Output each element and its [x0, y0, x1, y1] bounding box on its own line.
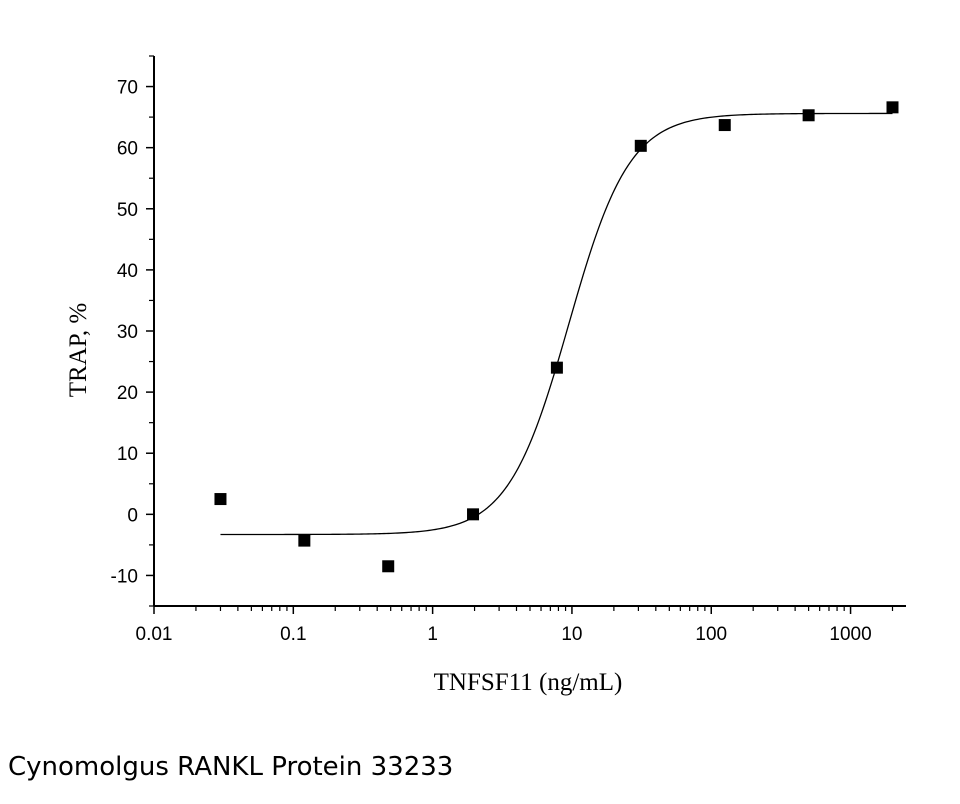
y-tick-label: 10: [117, 444, 138, 465]
y-tick-label: 70: [117, 78, 138, 99]
fit-curve: [220, 112, 893, 536]
data-point: [214, 493, 227, 506]
x-tick-label: 1000: [829, 624, 871, 645]
y-tick-label: 0: [127, 505, 138, 526]
data-point: [886, 101, 899, 114]
data-point: [467, 508, 480, 521]
data-point: [298, 534, 311, 547]
y-tick-label: 40: [117, 261, 138, 282]
dose-response-chart: -10 0 10 20 30 40 50 60 70 0.01 0.1 1 10 100 1000 TNFS…: [65, 55, 906, 696]
x-tick-label: 0.01: [136, 624, 173, 645]
axes: [153, 56, 906, 607]
fit-curve-layer: [220, 112, 893, 536]
data-point: [550, 361, 563, 374]
data-point: [382, 560, 395, 573]
data-points: [214, 101, 899, 573]
figure-caption: Cynomolgus RANKL Protein 33233: [8, 752, 454, 782]
axis-ticks: -10 0 10 20 30 40 50 60 70 0.01 0.1 1 10 100 1000: [111, 55, 894, 645]
x-tick-label: 100: [695, 624, 727, 645]
x-tick-label: 1: [427, 624, 438, 645]
x-axis-title: TNFSF11 (ng/mL): [434, 669, 623, 696]
y-tick-label: 60: [117, 139, 138, 160]
y-tick-label: 50: [117, 200, 138, 221]
y-axis-title: TRAP, %: [65, 303, 92, 397]
data-point: [802, 109, 815, 122]
y-tick-label: -10: [111, 566, 138, 587]
data-point: [718, 119, 731, 132]
y-tick-label: 20: [117, 383, 138, 404]
y-tick-label: 30: [117, 322, 138, 343]
x-tick-label: 0.1: [280, 624, 306, 645]
x-tick-label: 10: [561, 624, 582, 645]
data-point: [634, 139, 647, 152]
